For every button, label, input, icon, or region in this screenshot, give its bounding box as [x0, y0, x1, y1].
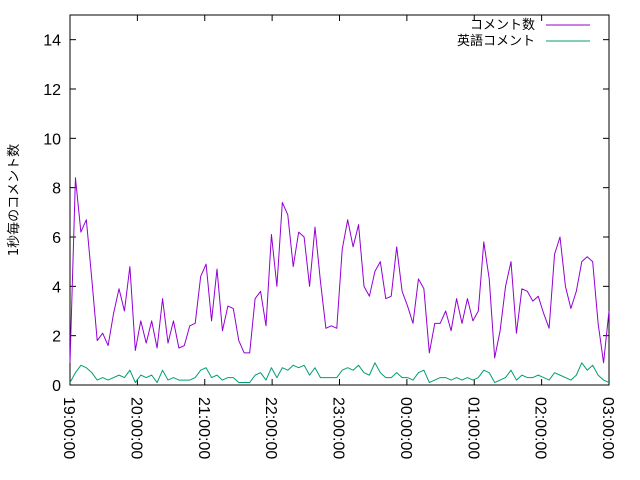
- legend-label: コメント数: [470, 18, 535, 33]
- x-tick-label: 03:00:00: [599, 397, 616, 459]
- x-tick-label: 20:00:00: [127, 397, 144, 459]
- series-layer: [69, 177, 610, 384]
- plot-frame: [69, 14, 610, 386]
- y-axis-ticks: 0 2 4 6 8 10 12 14: [43, 33, 609, 395]
- x-tick-label: 22:00:00: [262, 397, 279, 459]
- y-tick-label: 6: [52, 230, 61, 247]
- y-tick-label: 4: [52, 279, 61, 296]
- y-tick-label: 12: [43, 82, 61, 99]
- x-tick-label: 02:00:00: [532, 397, 549, 459]
- y-axis-label: 1秒毎のコメント数: [6, 144, 22, 256]
- x-tick-label: 19:00:00: [60, 397, 77, 459]
- y-tick-label: 14: [43, 33, 61, 50]
- x-tick-label: 21:00:00: [195, 397, 212, 459]
- x-axis-ticks: 19:00:00 20:00:00 21:00:00 22:00:00 23:00:00…: [60, 15, 616, 459]
- series-line-2: [69, 362, 610, 384]
- series-line-1: [69, 177, 610, 364]
- x-tick-label: 01:00:00: [464, 397, 481, 459]
- plot-border: [69, 14, 610, 386]
- y-tick-label: 10: [43, 131, 61, 148]
- y-tick-label: 2: [52, 329, 61, 346]
- legend-label: 英語コメント: [457, 33, 535, 49]
- y-tick-label: 8: [52, 181, 61, 198]
- x-tick-label: 00:00:00: [397, 397, 414, 459]
- y-tick-label: 0: [52, 378, 61, 395]
- x-tick-label: 23:00:00: [330, 397, 347, 459]
